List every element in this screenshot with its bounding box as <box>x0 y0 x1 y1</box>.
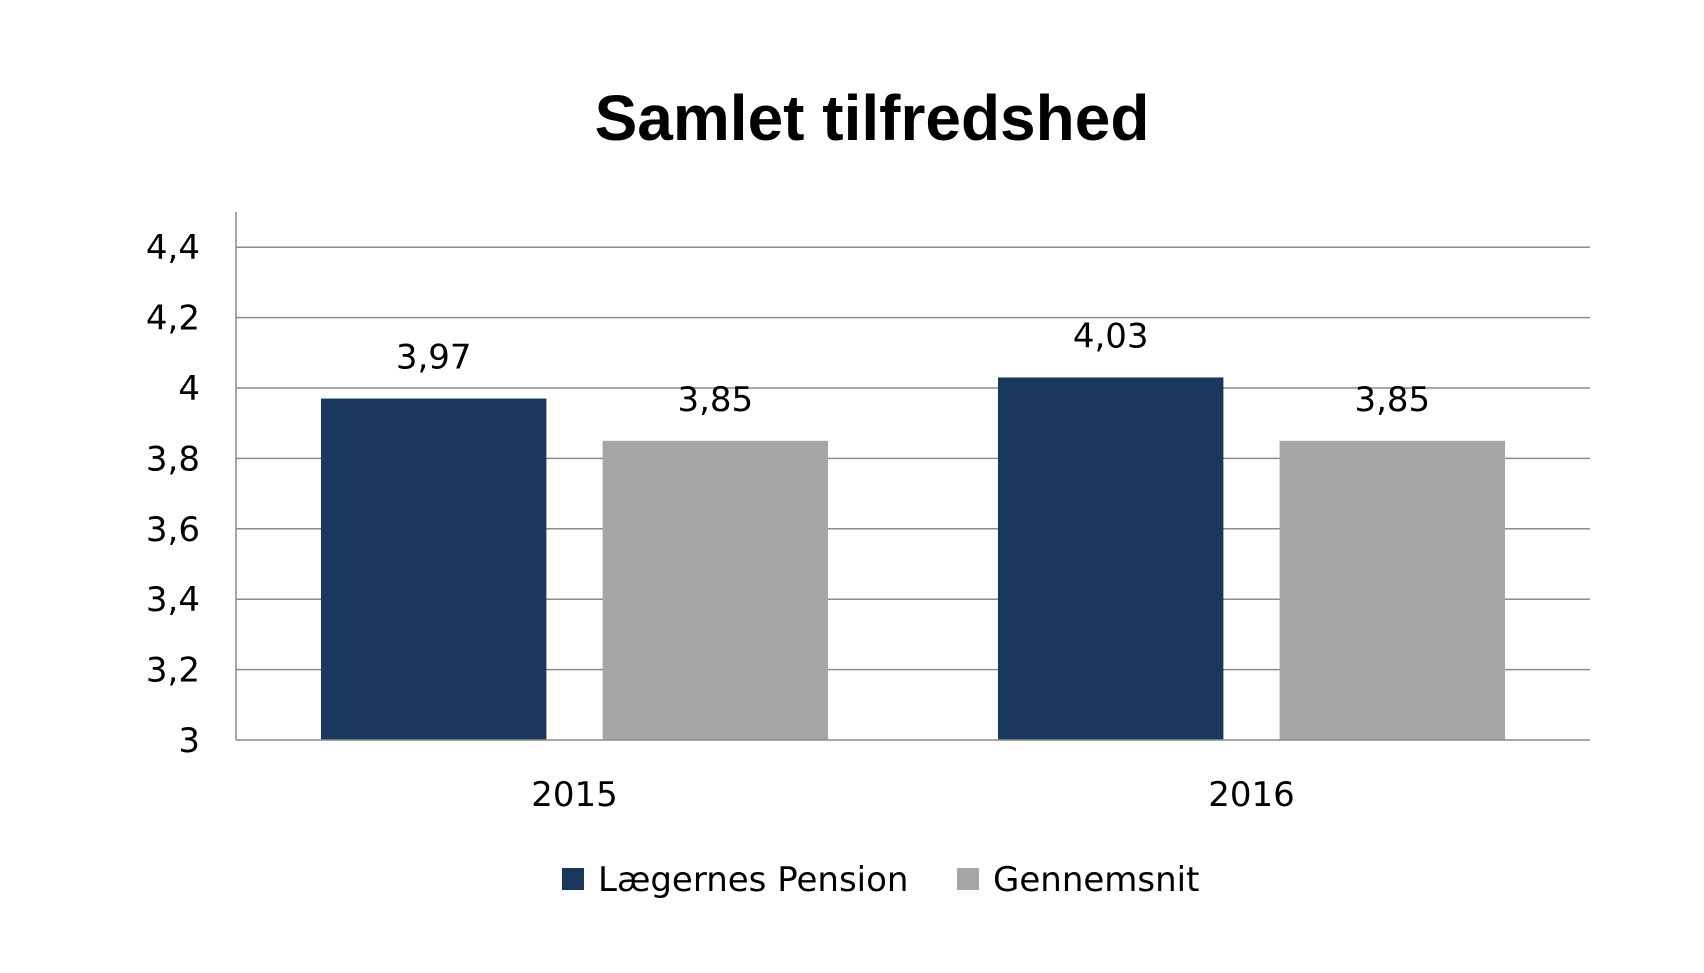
y-tick-label: 3,2 <box>146 651 200 691</box>
legend-label: Lægernes Pension <box>598 860 908 900</box>
data-label: 3,97 <box>396 338 472 378</box>
bar <box>1279 440 1506 740</box>
y-tick-label: 4,4 <box>146 228 200 268</box>
x-tick-label: 2016 <box>1208 775 1295 815</box>
bar <box>320 398 547 740</box>
y-tick-label: 4,2 <box>146 299 200 339</box>
legend-swatch <box>562 868 584 890</box>
legend-label: Gennemsnit <box>993 860 1199 900</box>
x-tick-label: 2015 <box>531 775 618 815</box>
data-label: 3,85 <box>677 380 753 420</box>
bars-layer <box>320 377 1506 740</box>
data-label: 4,03 <box>1073 316 1149 356</box>
labels-layer: 3,97 3,85 4,03 3,85 <box>396 316 1430 419</box>
legend: Lægernes Pension Gennemsnit <box>562 860 1199 900</box>
data-label: 3,85 <box>1354 380 1430 420</box>
chart-title: Samlet tilfredshed <box>595 82 1150 154</box>
y-tick-label: 3,8 <box>146 439 200 479</box>
y-tick-label: 3 <box>178 721 200 761</box>
bar <box>997 377 1224 740</box>
y-tick-label: 3,4 <box>146 580 200 620</box>
axis-layer: 3 3,2 3,4 3,6 3,8 4 4,2 4,4 2015 2016 <box>146 212 1590 815</box>
y-tick-label: 3,6 <box>146 510 200 550</box>
legend-swatch <box>957 868 979 890</box>
y-tick-label: 4 <box>178 369 200 409</box>
bar <box>602 440 829 740</box>
